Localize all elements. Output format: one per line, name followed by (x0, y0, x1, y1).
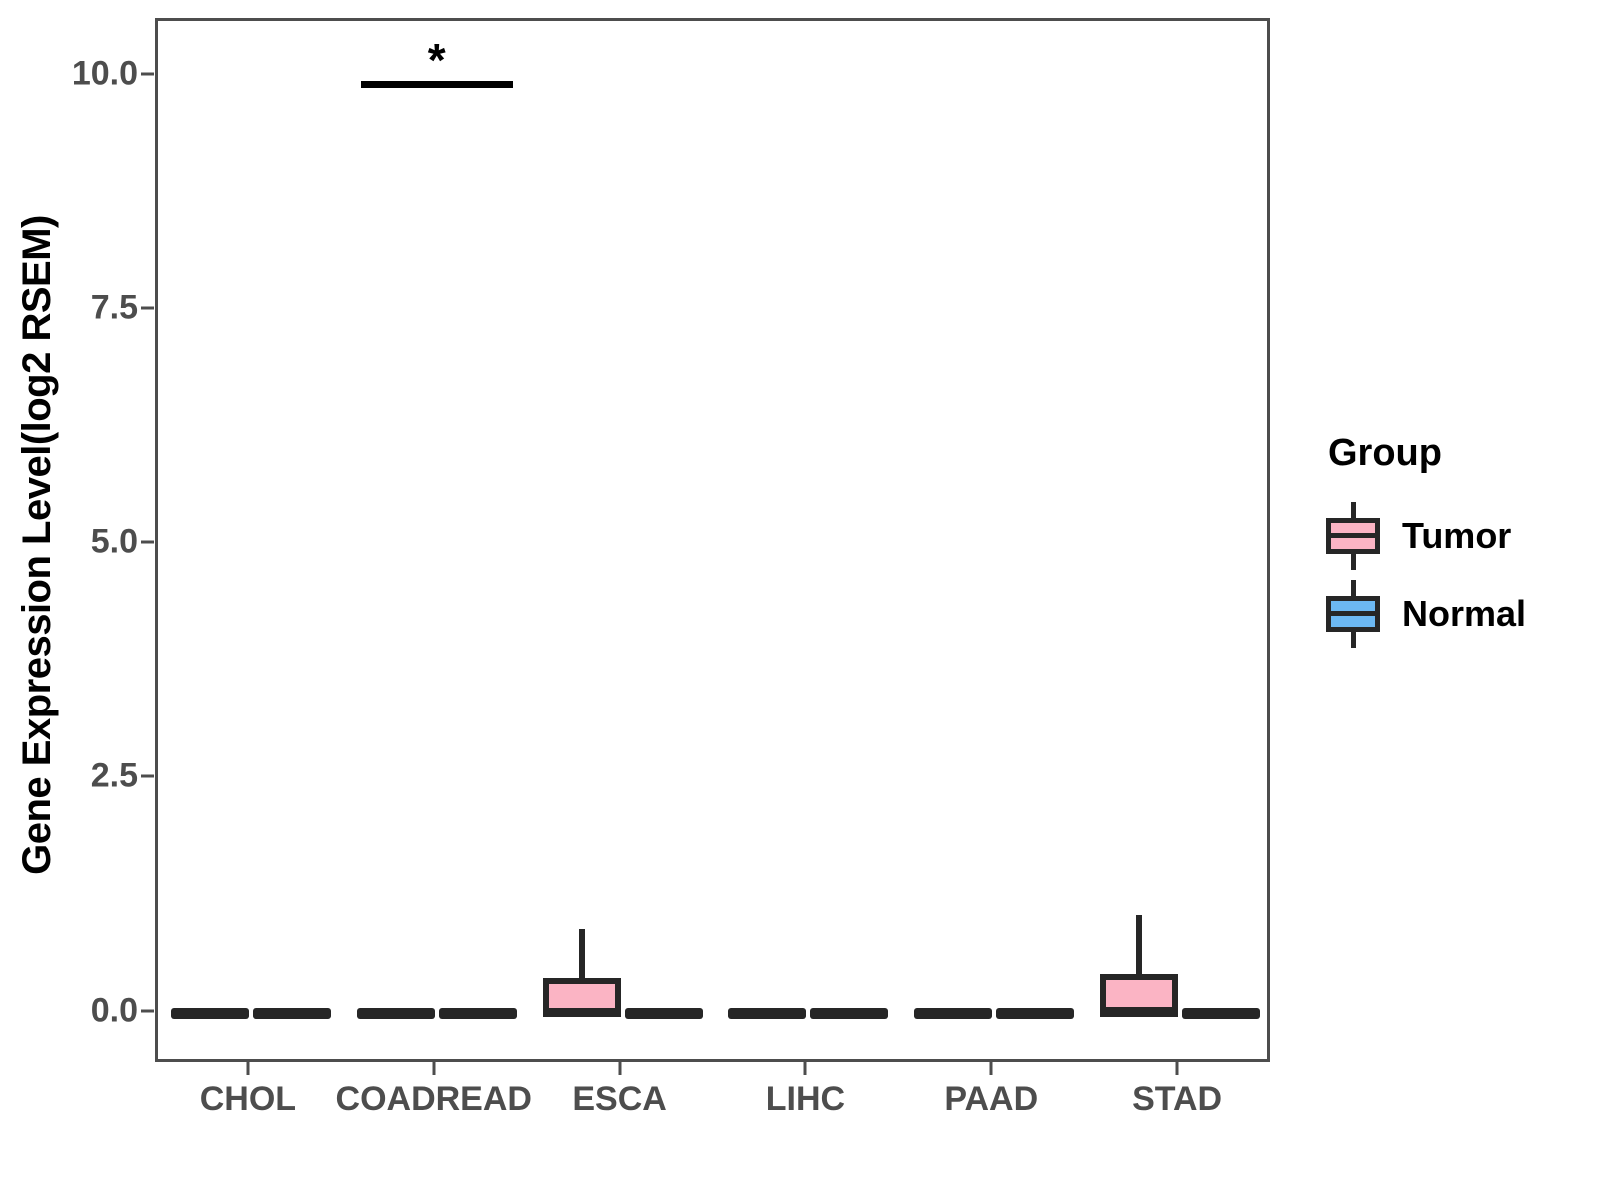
boxplot-box-stad-normal[interactable] (1182, 1008, 1261, 1019)
boxplot-box-coadread-tumor[interactable] (356, 1008, 435, 1019)
plot-panel: * (155, 18, 1270, 1062)
x-tick-label-chol: CHOL (199, 1080, 297, 1118)
legend-item-tumor[interactable]: Tumor (1322, 497, 1592, 575)
x-tick-label-esca: ESCA (572, 1080, 667, 1118)
y-tick-label: 10.0 (71, 54, 138, 93)
y-tick-mark (141, 774, 154, 778)
legend-label-tumor: Tumor (1402, 515, 1512, 556)
legend: Group Tumor Normal (1322, 432, 1592, 653)
median-line (1100, 1010, 1179, 1017)
y-tick-label: 0.0 (90, 991, 138, 1029)
plot-area: * (158, 21, 1267, 1059)
whisker-upper (1136, 915, 1143, 975)
y-tick-mark (141, 72, 154, 76)
x-tick-mark (432, 1062, 436, 1075)
x-tick-mark (803, 1062, 807, 1075)
legend-title: Group (1328, 432, 1442, 474)
legend-item-normal[interactable]: Normal (1322, 575, 1592, 653)
median-line (542, 1010, 621, 1017)
x-tick-mark (246, 1062, 250, 1075)
y-tick-mark (141, 1009, 154, 1012)
x-tick-label-lihc: LIHC (765, 1080, 846, 1118)
x-tick-mark (1175, 1062, 1179, 1075)
boxplot-box-lihc-normal[interactable] (810, 1008, 889, 1019)
y-tick-mark (141, 306, 154, 310)
x-tick-mark (618, 1062, 622, 1075)
significance-star-label: * (427, 33, 446, 86)
boxplot-box-chol-tumor[interactable] (170, 1008, 249, 1019)
x-tick-label-stad: STAD (1132, 1080, 1223, 1118)
boxplot-box-paad-normal[interactable] (996, 1008, 1075, 1019)
boxplot-box-esca-normal[interactable] (624, 1008, 703, 1019)
y-tick-mark (141, 540, 154, 544)
x-tick-mark (989, 1062, 993, 1075)
boxplot-box-stad-tumor[interactable] (1100, 974, 1179, 1014)
y-tick-label: 7.5 (90, 288, 138, 327)
boxplot-box-lihc-tumor[interactable] (728, 1008, 807, 1019)
y-tick-label: 2.5 (90, 756, 138, 795)
legend-key-normal-boxplot-icon (1322, 580, 1384, 648)
x-tick-label-paad: PAAD (944, 1080, 1039, 1118)
boxplot-box-esca-tumor[interactable] (542, 977, 621, 1014)
significance-bracket (360, 80, 513, 88)
boxplot-box-paad-tumor[interactable] (914, 1008, 993, 1019)
boxplot-box-chol-normal[interactable] (252, 1008, 331, 1019)
legend-key-tumor-boxplot-icon (1322, 502, 1384, 570)
x-tick-label-coadread: COADREAD (335, 1080, 532, 1118)
legend-label-normal: Normal (1402, 593, 1527, 634)
boxplot-box-coadread-normal[interactable] (438, 1008, 517, 1019)
whisker-upper (578, 929, 585, 978)
y-tick-label: 5.0 (90, 522, 138, 561)
